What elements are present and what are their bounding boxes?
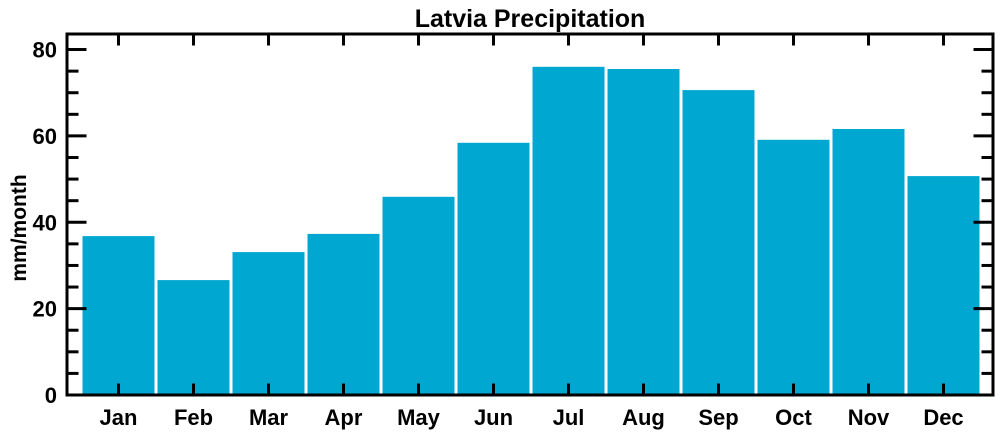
x-tick-label-sep: Sep bbox=[698, 405, 738, 430]
bars-layer bbox=[82, 66, 980, 396]
x-tick-label-feb: Feb bbox=[174, 405, 213, 430]
y-tick-label-0: 0 bbox=[45, 383, 57, 408]
y-tick-label-60: 60 bbox=[33, 124, 57, 149]
y-tick-label-80: 80 bbox=[33, 38, 57, 63]
x-tick-label-oct: Oct bbox=[775, 405, 812, 430]
bar-may bbox=[382, 196, 455, 395]
x-tick-label-apr: Apr bbox=[325, 405, 363, 430]
x-tick-label-mar: Mar bbox=[249, 405, 289, 430]
x-tick-label-dec: Dec bbox=[923, 405, 963, 430]
bar-feb bbox=[157, 280, 230, 395]
chart-title: Latvia Precipitation bbox=[415, 5, 646, 33]
plot-frame bbox=[65, 32, 995, 397]
bar-aug bbox=[607, 69, 680, 395]
bar-jan bbox=[82, 236, 155, 395]
y-tick-label-40: 40 bbox=[33, 210, 57, 235]
x-tick-label-jul: Jul bbox=[553, 405, 585, 430]
x-tick-label-aug: Aug bbox=[622, 405, 665, 430]
bar-nov bbox=[832, 129, 905, 395]
y-axis-label: mm/month bbox=[8, 174, 31, 281]
axes-layer bbox=[65, 32, 995, 397]
y-tick-label-20: 20 bbox=[33, 297, 57, 322]
x-tick-label-nov: Nov bbox=[848, 405, 890, 430]
bar-mar bbox=[232, 252, 305, 395]
x-tick-label-jan: Jan bbox=[100, 405, 138, 430]
bar-sep bbox=[682, 90, 755, 395]
bar-dec bbox=[907, 176, 980, 395]
bar-jul bbox=[532, 66, 605, 396]
tick-labels-layer: 0 20 40 60 80 Jan Feb Mar Apr May Jun Jul Aug Sep Oct N… bbox=[33, 38, 964, 430]
bar-oct bbox=[757, 139, 830, 395]
bar-jun bbox=[457, 142, 530, 395]
bar-apr bbox=[307, 233, 380, 395]
x-tick-label-jun: Jun bbox=[474, 405, 513, 430]
x-tick-label-may: May bbox=[397, 405, 441, 430]
